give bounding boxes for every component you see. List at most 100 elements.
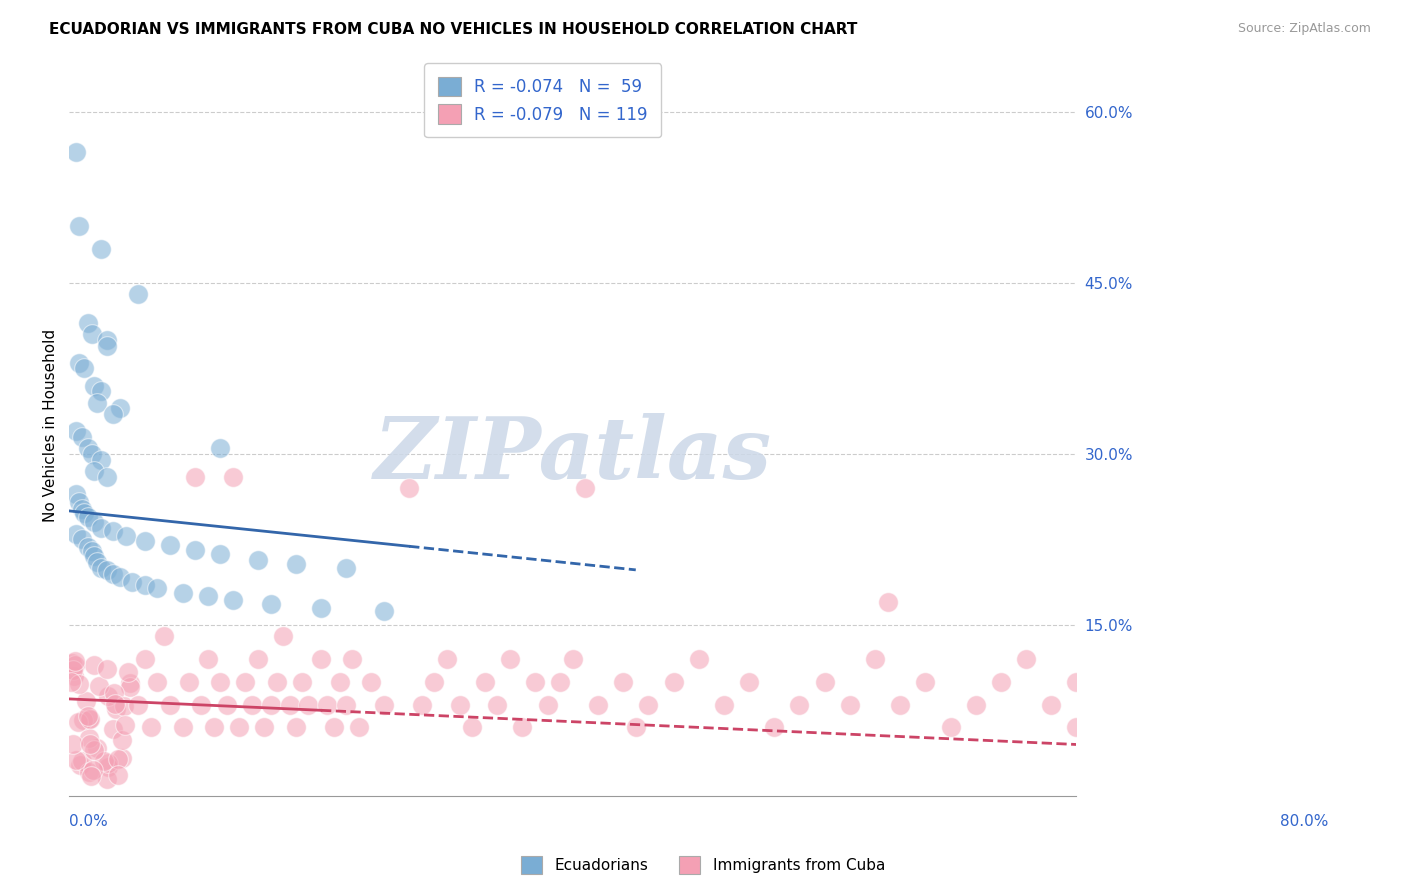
Point (1066, 674, 1088, 689)
Point (486, 698, 509, 712)
Point (197, 590, 219, 604)
Point (524, 674, 547, 689)
Point (297, 698, 319, 712)
Point (813, 674, 835, 689)
Point (914, 674, 936, 689)
Point (624, 720, 647, 734)
Point (209, 442, 232, 456)
Point (97, 689, 120, 703)
Point (222, 469, 245, 483)
Point (291, 674, 314, 689)
Point (83, 464, 105, 478)
Point (86, 395, 108, 409)
Point (561, 652, 583, 666)
Point (115, 529, 138, 543)
Point (271, 629, 294, 643)
Point (63, 658, 86, 673)
Point (889, 698, 911, 712)
Text: 80.0%: 80.0% (1279, 814, 1329, 830)
Point (97, 760, 120, 774)
Point (228, 720, 250, 734)
Point (77, 541, 100, 555)
Point (260, 698, 283, 712)
Point (335, 698, 357, 712)
Point (134, 533, 156, 548)
Point (96, 772, 118, 786)
Point (202, 720, 225, 734)
Point (59, 675, 82, 690)
Point (65, 487, 87, 501)
Point (172, 720, 194, 734)
Point (222, 592, 245, 607)
Point (215, 698, 238, 712)
Point (86, 555, 108, 569)
Point (79, 737, 101, 751)
Point (537, 698, 560, 712)
Point (713, 698, 735, 712)
Point (90, 561, 112, 575)
Point (146, 674, 169, 689)
Point (247, 652, 270, 666)
Point (342, 652, 364, 666)
Point (67, 677, 90, 691)
Point (688, 652, 710, 666)
Text: ECUADORIAN VS IMMIGRANTS FROM CUBA NO VEHICLES IN HOUSEHOLD CORRELATION CHART: ECUADORIAN VS IMMIGRANTS FROM CUBA NO VE… (49, 22, 858, 37)
Point (373, 698, 395, 712)
Point (159, 538, 181, 552)
Point (574, 481, 596, 495)
Point (103, 407, 125, 421)
Point (80, 543, 103, 558)
Point (67, 495, 90, 509)
Point (152, 629, 174, 643)
Point (97, 756, 120, 770)
Point (316, 698, 339, 712)
Point (121, 574, 143, 589)
Text: 0.0%: 0.0% (69, 814, 108, 830)
Point (96, 333, 118, 347)
Point (107, 768, 129, 782)
Point (73, 361, 96, 376)
Point (103, 686, 125, 700)
Point (70, 755, 93, 769)
Point (134, 578, 156, 592)
Point (266, 674, 288, 689)
Point (83, 658, 105, 673)
Point (184, 542, 207, 557)
Point (90, 242, 112, 256)
Point (240, 698, 263, 712)
Point (96, 662, 118, 676)
Point (134, 652, 156, 666)
Point (449, 698, 471, 712)
Point (127, 698, 149, 712)
Point (474, 674, 496, 689)
Point (512, 720, 534, 734)
Point (77, 712, 100, 726)
Point (436, 652, 458, 666)
Point (423, 674, 446, 689)
Point (107, 752, 129, 766)
Point (990, 674, 1012, 689)
Point (67, 219, 90, 233)
Point (612, 674, 634, 689)
Point (1040, 698, 1063, 712)
Point (60, 656, 83, 670)
Point (127, 287, 149, 301)
Point (146, 582, 169, 596)
Point (70, 430, 93, 444)
Point (65, 526, 87, 541)
Point (83, 378, 105, 392)
Point (117, 665, 139, 680)
Point (67, 356, 90, 370)
Point (83, 743, 105, 757)
Point (77, 316, 100, 330)
Point (70, 533, 93, 547)
Point (309, 652, 332, 666)
Point (876, 595, 898, 609)
Point (72, 713, 94, 727)
Point (65, 424, 87, 438)
Point (90, 521, 112, 535)
Point (1066, 720, 1088, 734)
Point (96, 469, 118, 483)
Point (77, 731, 100, 746)
Point (184, 469, 207, 483)
